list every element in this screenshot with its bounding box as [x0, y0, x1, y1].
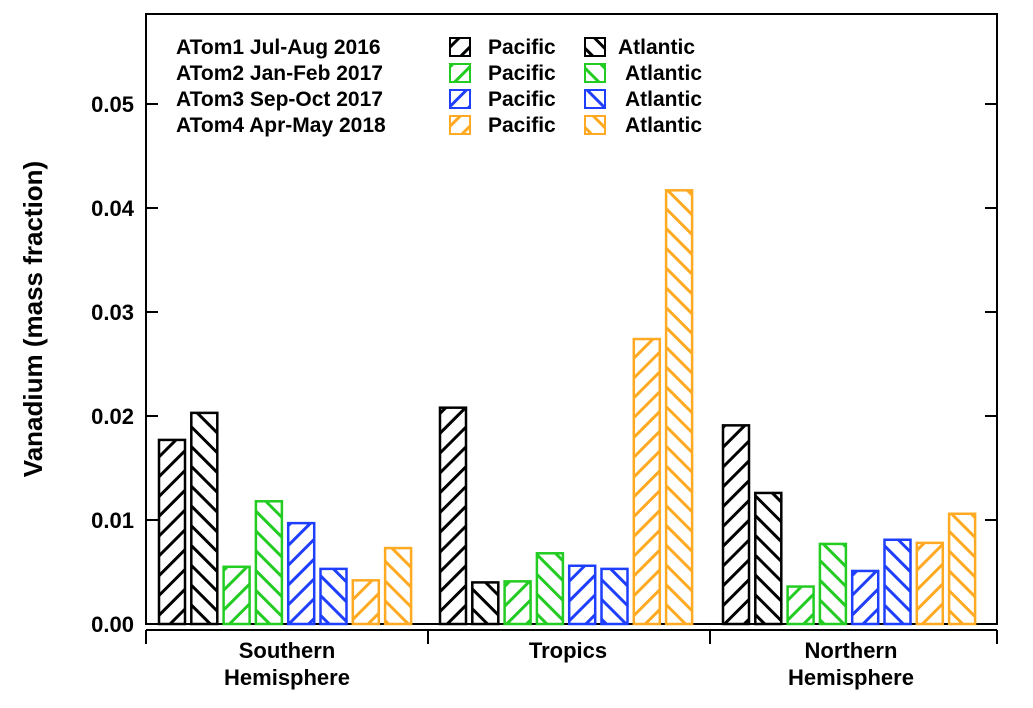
category-label: Northern — [805, 638, 898, 663]
category-label: Tropics — [529, 638, 607, 663]
bar-campaign3-pacific-group1 — [286, 521, 316, 626]
bars-layer — [157, 189, 977, 626]
y-axis: 0.00 0.01 0.02 0.03 0.04 0.05 — [91, 92, 997, 637]
legend: ATom1 Jul-Aug 2016 Pacific Atlantic ATom2 J… — [176, 36, 702, 137]
bar-campaign2-atlantic-group2 — [535, 552, 565, 626]
bar-campaign3-atlantic-group1 — [319, 567, 348, 626]
bar-campaign1-pacific-group3 — [721, 424, 751, 626]
legend-swatch-pacific — [449, 63, 471, 83]
y-axis-title: Vanadium (mass fraction) — [18, 161, 48, 477]
bar-campaign2-atlantic-group1 — [254, 500, 284, 626]
legend-campaign-label: ATom3 Sep-Oct 2017 — [176, 88, 383, 111]
bar-campaign1-atlantic-group2 — [471, 581, 500, 626]
y-tick-label: 0.04 — [91, 196, 135, 221]
bar-campaign1-atlantic-group3 — [754, 491, 783, 626]
category-label: Southern — [239, 638, 336, 663]
bar-campaign3-pacific-group2 — [567, 564, 597, 626]
legend-swatch-atlantic — [584, 63, 606, 83]
bar-campaign1-pacific-group2 — [438, 406, 468, 626]
y-tick-label: 0.02 — [91, 404, 134, 429]
bar-campaign4-atlantic-group1 — [383, 546, 413, 626]
y-tick-label: 0.03 — [91, 300, 134, 325]
legend-swatch-atlantic — [584, 37, 606, 57]
y-tick-label: 0.00 — [91, 612, 134, 637]
legend-swatch-pacific — [449, 89, 471, 109]
bar-campaign4-pacific-group3 — [915, 541, 945, 626]
category-label: Hemisphere — [788, 665, 914, 690]
legend-pacific-label: Pacific — [488, 88, 556, 111]
legend-pacific-label: Pacific — [488, 62, 556, 85]
legend-swatch-atlantic — [584, 89, 606, 109]
legend-swatch-atlantic — [584, 115, 606, 135]
bar-campaign3-atlantic-group3 — [883, 538, 912, 626]
bar-campaign4-pacific-group1 — [351, 579, 381, 626]
bar-campaign2-pacific-group3 — [786, 585, 815, 626]
legend-atlantic-label: Atlantic — [618, 36, 695, 59]
bar-campaign3-atlantic-group2 — [600, 567, 629, 626]
legend-atlantic-label: Atlantic — [625, 88, 702, 111]
y-tick-label: 0.05 — [91, 92, 134, 117]
legend-campaign-label: ATom1 Jul-Aug 2016 — [176, 36, 381, 59]
legend-campaign-label: ATom2 Jan-Feb 2017 — [176, 62, 383, 85]
category-label: Hemisphere — [224, 665, 350, 690]
y-tick-label: 0.01 — [91, 508, 134, 533]
legend-pacific-label: Pacific — [488, 114, 556, 137]
legend-pacific-label: Pacific — [488, 36, 556, 59]
bar-campaign4-pacific-group2 — [632, 337, 662, 626]
bar-campaign4-atlantic-group2 — [664, 189, 694, 626]
bar-campaign3-pacific-group3 — [850, 569, 880, 626]
bar-campaign1-atlantic-group1 — [190, 411, 219, 626]
bar-campaign1-pacific-group1 — [157, 438, 187, 626]
legend-campaign-label: ATom4 Apr-May 2018 — [176, 114, 386, 137]
bar-campaign2-pacific-group2 — [503, 580, 532, 626]
bar-campaign4-atlantic-group3 — [947, 512, 977, 626]
bar-campaign2-atlantic-group3 — [818, 542, 848, 626]
legend-atlantic-label: Atlantic — [625, 62, 702, 85]
legend-atlantic-label: Atlantic — [625, 114, 702, 137]
bar-campaign2-pacific-group1 — [222, 565, 251, 626]
legend-swatch-pacific — [449, 115, 471, 135]
legend-swatch-pacific — [449, 37, 471, 57]
